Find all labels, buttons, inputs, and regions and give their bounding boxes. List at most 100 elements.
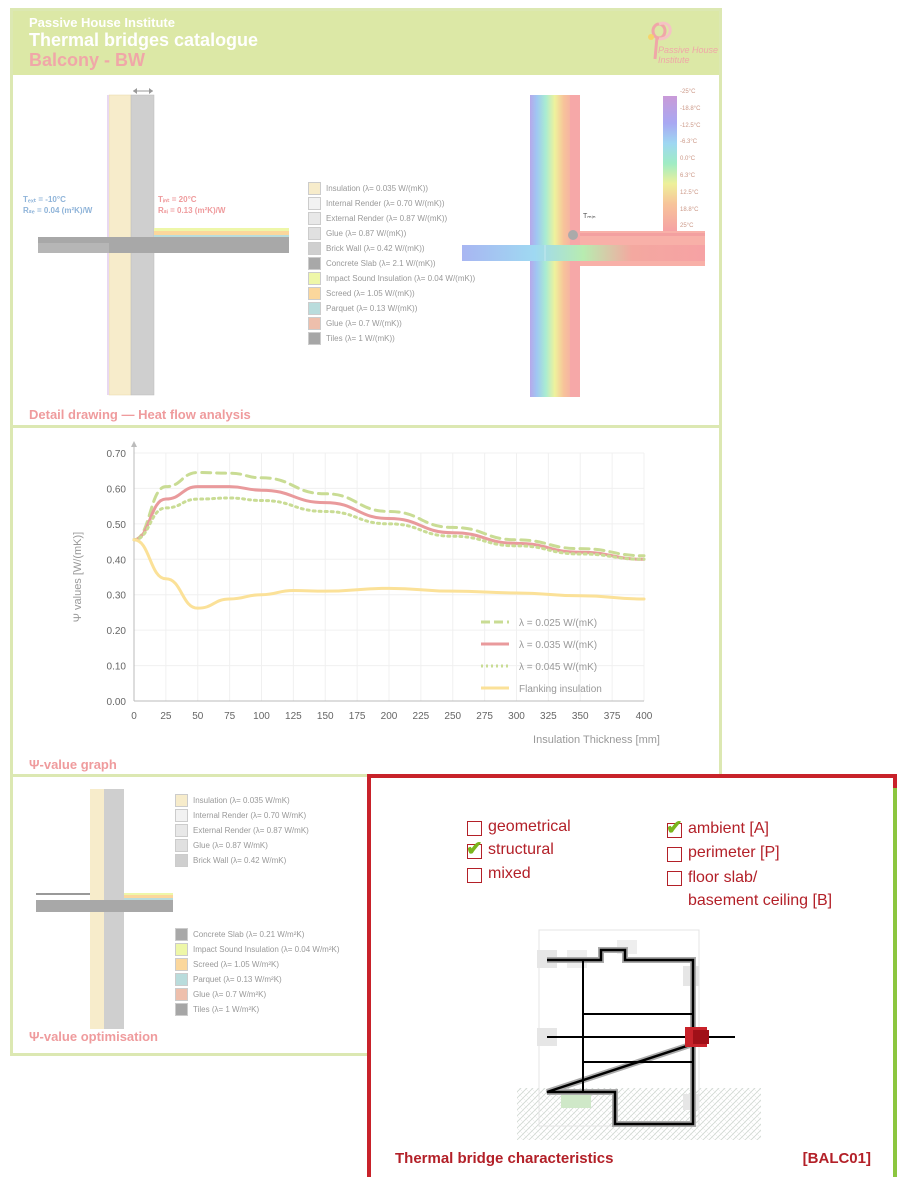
legend-label: Parquet (λ= 0.13 W/m²K)	[193, 975, 282, 984]
scale-tick-label: 6.3°C	[680, 173, 696, 179]
x-tick-label: 225	[413, 711, 430, 722]
legend-swatch	[175, 928, 188, 941]
y-tick-label: 0.40	[107, 555, 127, 566]
legend-label: Insulation (λ= 0.035 W/(mK))	[326, 184, 429, 193]
legend-swatch	[175, 794, 188, 807]
legend-label: Flanking insulation	[519, 684, 602, 695]
checkbox-box[interactable]	[667, 871, 682, 886]
legend-item: Glue (λ= 0.7 W/m²K)	[175, 987, 340, 1002]
psi-value-chart: 0 25 50 75 100 125 150 175 200 225 250 275 300 325 350…	[72, 441, 660, 746]
checkbox-box[interactable]: ✔	[466, 838, 483, 860]
green-edge	[893, 788, 897, 1177]
graph-section-title: Ψ-value graph	[29, 757, 117, 772]
x-tick-label: 125	[285, 711, 302, 722]
legend-label: Impact Sound Insulation (λ= 0.04 W/m²K)	[193, 945, 340, 954]
y-tick-label: 0.50	[107, 520, 127, 531]
optimisation-legend-top: Insulation (λ= 0.035 W/mK) Internal Rende…	[175, 793, 309, 868]
legend-item: Glue (λ= 0.7 W/(mK))	[308, 316, 475, 331]
x-tick-label: 150	[317, 711, 334, 722]
thermal-bridge-code: [BALC01]	[802, 1150, 871, 1167]
checkbox-box[interactable]	[467, 868, 482, 883]
legend-label: Screed (λ= 1.05 W/m²K)	[193, 960, 280, 969]
checkbox-floor-slab[interactable]: floor slab/ basement ceiling [B]	[667, 868, 832, 912]
exterior-conditions: Tₑₓₜ = -10°C Rₛₑ = 0.04 (m²K)/W	[23, 195, 93, 215]
legend-swatch	[175, 1003, 188, 1016]
x-tick-label: 400	[636, 711, 653, 722]
y-tick-label: 0.60	[107, 484, 127, 495]
institute-name: Passive House Institute	[29, 15, 175, 30]
series-line	[132, 485, 646, 561]
heat-flow-image	[462, 95, 705, 397]
x-tick-label: 25	[160, 711, 172, 722]
x-axis-title: Insulation Thickness [mm]	[533, 734, 660, 746]
legend-item: Glue (λ= 0.87 W/mK)	[175, 838, 309, 853]
legend-label: Brick Wall (λ= 0.42 W/(mK))	[326, 244, 425, 253]
checkbox-box[interactable]	[467, 821, 482, 836]
building-schematic	[517, 929, 761, 1140]
phi-logo-icon	[648, 21, 672, 60]
y-tick-label: 0.70	[107, 449, 127, 460]
legend-item: External Render (λ= 0.87 W/mK)	[175, 823, 309, 838]
legend-item: Insulation (λ= 0.035 W/mK)	[175, 793, 309, 808]
x-tick-label: 75	[224, 711, 236, 722]
checkbox-mixed[interactable]: mixed	[467, 865, 531, 883]
legend-item: Concrete Slab (λ= 2.1 W/(mK))	[308, 256, 475, 271]
legend-item: Impact Sound Insulation (λ= 0.04 W/m²K)	[175, 942, 340, 957]
legend-swatch	[175, 839, 188, 852]
x-tick-label: 350	[572, 711, 589, 722]
legend-item: Impact Sound Insulation (λ= 0.04 W/(mK))	[308, 271, 475, 286]
checkbox-structural[interactable]: ✔ structural	[466, 838, 554, 860]
legend-swatch	[175, 854, 188, 867]
scale-tick-label: 25°C	[680, 223, 694, 230]
optimisation-legend-bottom: Concrete Slab (λ= 0.21 W/m²K) Impact Soun…	[175, 927, 340, 1017]
x-tick-label: 200	[381, 711, 398, 722]
y-tick-label: 0.00	[107, 697, 127, 708]
scale-tick-label: -6.3°C	[680, 139, 698, 146]
legend-label: Glue (λ= 0.87 W/mK)	[193, 841, 268, 850]
scale-tick-label: 12.5°C	[680, 189, 699, 196]
legend-label: Concrete Slab (λ= 0.21 W/m²K)	[193, 930, 305, 939]
legend-swatch	[308, 212, 321, 225]
characteristics-panel: geometrical ✔ structural mixed ✔ ambient…	[367, 774, 897, 1177]
legend-label: External Render (λ= 0.87 W/(mK))	[326, 214, 448, 223]
checkbox-box[interactable]	[667, 847, 682, 862]
legend-item: Glue (λ= 0.87 W/(mK))	[308, 226, 475, 241]
x-tick-label: 175	[349, 711, 366, 722]
logo-text: Passive House Institute	[658, 45, 719, 65]
checkbox-ambient[interactable]: ✔ ambient [A]	[666, 817, 769, 839]
legend-label: Impact Sound Insulation (λ= 0.04 W/(mK))	[326, 274, 476, 283]
legend-item: Insulation (λ= 0.035 W/(mK))	[308, 181, 475, 196]
checkbox-perimeter[interactable]: perimeter [P]	[667, 844, 780, 862]
legend-swatch	[175, 988, 188, 1001]
legend-swatch	[175, 809, 188, 822]
legend-swatch	[308, 197, 321, 210]
legend-item: Tiles (λ= 1 W/(mK))	[308, 331, 475, 346]
legend-swatch	[308, 332, 321, 345]
checkbox-geometrical[interactable]: geometrical	[467, 818, 571, 836]
legend-label: Glue (λ= 0.87 W/(mK))	[326, 229, 407, 238]
legend-label: Screed (λ= 1.05 W/(mK))	[326, 289, 415, 298]
characteristics-title: Thermal bridge characteristics	[395, 1150, 614, 1167]
checkbox-box[interactable]: ✔	[666, 817, 683, 839]
legend-label: Glue (λ= 0.7 W/(mK))	[326, 319, 402, 328]
legend-swatch	[308, 302, 321, 315]
scale-tick-label: -18.8°C	[680, 105, 701, 112]
legend-label: Tiles (λ= 1 W/m²K)	[193, 1005, 260, 1014]
optimisation-drawing	[36, 789, 173, 1029]
legend-swatch	[308, 287, 321, 300]
x-tick-label: 0	[131, 711, 137, 722]
catalogue-title: Thermal bridges catalogue	[29, 30, 259, 50]
series-line	[132, 470, 646, 558]
scale-tick-label: 18.8°C	[680, 206, 699, 213]
x-tick-label: 375	[604, 711, 621, 722]
legend-swatch	[308, 182, 321, 195]
legend-item: Screed (λ= 1.05 W/m²K)	[175, 957, 340, 972]
optimisation-section-title: Ψ-value optimisation	[29, 1029, 158, 1044]
legend-swatch	[308, 257, 321, 270]
x-tick-label: 50	[192, 711, 204, 722]
legend-item: Internal Render (λ= 0.70 W/mK)	[175, 808, 309, 823]
legend-swatch	[175, 973, 188, 986]
x-tick-label: 275	[476, 711, 493, 722]
legend-swatch	[308, 227, 321, 240]
legend-label: Internal Render (λ= 0.70 W/(mK))	[326, 199, 445, 208]
